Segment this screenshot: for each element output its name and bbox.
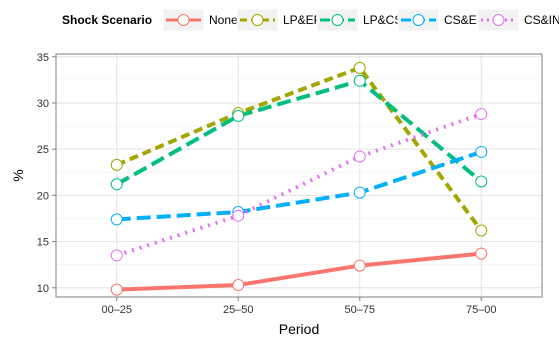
legend-label: CS&EF — [444, 13, 484, 27]
x-axis-title: Period — [279, 321, 319, 337]
axes: 10 15 20 25 30 35 00–25 25–50 50–75 75–00 Period% — [10, 52, 497, 337]
point-cs-in-1 — [232, 209, 245, 222]
legend-item-none: None — [162, 8, 238, 32]
series-line-cs-ef — [116, 150, 482, 222]
point-lp-ef-2 — [353, 61, 366, 74]
point-lp-ef-3 — [475, 224, 488, 237]
y-tick-label: 10 — [37, 283, 49, 295]
legend-label: None — [209, 13, 238, 27]
point-lp-cs-2 — [353, 74, 366, 87]
legend-label: LP&EF — [283, 13, 321, 27]
legend-key-marker — [492, 14, 505, 26]
x-tick-label: 25–50 — [223, 304, 254, 316]
point-none-2 — [353, 259, 366, 272]
point-lp-cs-0 — [110, 178, 123, 191]
legend-item-lp-ef: LP&EF — [236, 8, 321, 32]
series-line-lp-ef — [115, 65, 483, 232]
y-tick-label: 25 — [37, 144, 49, 156]
point-none-0 — [110, 283, 123, 296]
point-none-3 — [475, 247, 488, 260]
point-cs-in-0 — [110, 249, 123, 262]
legend-item-cs-in: CS&IN — [477, 8, 559, 32]
legend-label: CS&IN — [524, 13, 559, 27]
point-none-1 — [232, 278, 245, 291]
legend-item-lp-cs: LP&CS — [316, 8, 402, 32]
panel-border — [55, 53, 543, 298]
y-axis-title: % — [10, 169, 26, 181]
y-tick-label: 15 — [37, 237, 49, 249]
series-line-none — [116, 251, 482, 292]
x-tick-label: 50–75 — [344, 304, 375, 316]
legend-title: Shock Scenario — [62, 13, 152, 27]
legend-key-marker — [251, 14, 264, 26]
point-cs-ef-0 — [110, 213, 123, 226]
point-lp-cs-1 — [232, 109, 245, 122]
legend-label: LP&CS — [363, 13, 402, 27]
point-cs-ef-3 — [475, 145, 488, 158]
x-tick-label: 75–00 — [466, 304, 497, 316]
point-cs-in-2 — [353, 150, 366, 163]
point-lp-ef-0 — [110, 158, 123, 171]
legend: Shock Scenario None LP&EF LP&CS CS&EF CS&IN — [62, 8, 559, 32]
point-cs-ef-2 — [353, 186, 366, 199]
legend-key-marker — [177, 14, 190, 26]
series-line-lp-cs — [115, 78, 483, 187]
y-tick-label: 30 — [37, 98, 49, 110]
legend-key-marker — [412, 14, 425, 26]
y-tick-label: 35 — [37, 52, 49, 64]
y-tick-label: 20 — [37, 190, 49, 202]
point-lp-cs-3 — [475, 175, 488, 188]
legend-key-marker — [331, 14, 344, 26]
legend-item-cs-ef: CS&EF — [397, 8, 484, 32]
plot-area — [55, 53, 543, 298]
point-cs-in-3 — [475, 108, 488, 121]
x-tick-label: 00–25 — [101, 304, 132, 316]
